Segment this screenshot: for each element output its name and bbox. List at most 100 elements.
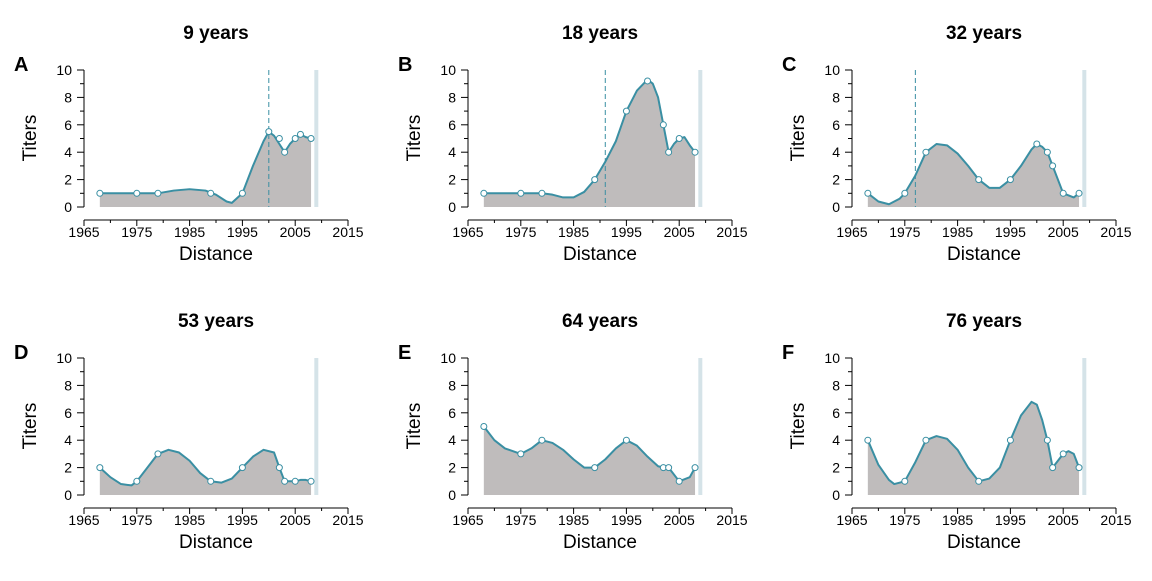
y-tick-label: 8 [832,89,840,105]
data-point [901,189,909,197]
y-axis-label: Titers [788,115,809,162]
data-point [864,436,872,444]
data-point [591,464,599,472]
x-tick-label: 2015 [332,512,363,528]
x-tick-label: 2005 [664,224,695,240]
x-tick-label: 2015 [1100,512,1131,528]
curve-line [866,400,1080,486]
data-point [922,148,930,156]
data-point [480,423,488,430]
x-tick-label: 2005 [280,224,311,240]
data-point [975,477,983,485]
data-point [1033,140,1041,148]
data-point [691,464,699,472]
x-tick-label: 1995 [995,512,1026,528]
x-axis-label: Distance [947,532,1021,553]
data-point [296,130,304,138]
curve-line [483,78,696,199]
y-tick-label: 8 [64,89,72,105]
x-tick-label: 2015 [716,224,747,240]
data-point [665,148,673,156]
y-tick-label: 4 [448,432,456,448]
x-axis-label: Distance [563,244,637,265]
data-point [659,121,667,129]
y-tick-label: 8 [832,377,840,393]
x-tick-label: 1985 [174,512,205,528]
x-tick-label: 1985 [558,224,589,240]
y-tick-label: 8 [64,377,72,393]
y-tick-label: 6 [832,405,840,421]
y-tick-label: 2 [832,172,840,188]
data-point [864,189,872,197]
x-tick-label: 2015 [332,224,363,240]
panel-title: 53 years [178,311,254,332]
y-tick-label: 4 [832,432,840,448]
panel-f: 0 2 4 6 8 10 1965 1975 1985 1995 2005 2015 76 years F… [782,311,1132,553]
x-tick-label: 1995 [227,224,258,240]
data-point [238,189,246,197]
x-tick-label: 1985 [174,224,205,240]
x-tick-label: 2005 [1048,512,1079,528]
y-tick-label: 0 [832,199,840,215]
panel-letter: F [782,342,794,364]
panel-letter: C [782,54,796,76]
panel-letter: D [14,342,28,364]
x-axis-label: Distance [179,244,253,265]
data-point [154,189,162,197]
y-tick-label: 8 [448,89,456,105]
panel-e: 0 2 4 6 8 10 1965 1975 1985 1995 2005 2015 64 years E… [398,311,748,553]
y-tick-label: 0 [448,199,456,215]
data-point [691,148,699,156]
panel-title: 18 years [562,23,638,44]
panel-title: 64 years [562,311,638,332]
x-axis-label: Distance [947,244,1021,265]
area-fill [867,143,1080,207]
x-tick-label: 1995 [611,224,642,240]
area-fill [483,79,696,207]
x-tick-label: 1965 [452,224,483,240]
x-tick-label: 1975 [505,224,536,240]
y-tick-label: 2 [448,460,456,476]
area-fill [867,401,1080,495]
y-tick-label: 2 [832,460,840,476]
x-tick-label: 1975 [505,512,536,528]
x-tick-label: 1965 [836,224,867,240]
y-axis-label: Titers [20,403,41,450]
x-tick-label: 1975 [889,512,920,528]
y-tick-label: 2 [64,172,72,188]
x-tick-label: 2005 [1048,224,1079,240]
y-tick-label: 6 [832,117,840,133]
y-tick-label: 6 [64,117,72,133]
data-point [517,450,525,458]
x-tick-label: 2005 [664,512,695,528]
data-point [1043,148,1051,156]
data-point [480,189,488,197]
area-fill [99,449,312,495]
y-axis-label: Titers [788,403,809,450]
y-axis-label: Titers [20,115,41,162]
data-point [133,477,141,485]
data-point [307,477,315,485]
data-point [538,436,546,444]
y-tick-label: 0 [64,487,72,503]
panel-d: 0 2 4 6 8 10 1965 1975 1985 1995 2005 2015 53 years D… [14,311,364,553]
x-tick-label: 1965 [836,512,867,528]
data-point [922,436,930,444]
data-point [291,135,299,142]
data-point [275,464,283,472]
y-tick-label: 10 [56,350,72,366]
x-tick-label: 1985 [942,512,973,528]
panel-title: 32 years [946,23,1022,44]
y-tick-label: 0 [832,487,840,503]
y-tick-label: 4 [64,144,72,160]
data-point [1049,464,1057,472]
data-point [622,436,630,444]
y-tick-label: 10 [824,62,840,78]
data-point [1049,162,1057,170]
panel-title: 76 years [946,311,1022,332]
data-point [265,128,273,136]
panel-letter: E [398,342,411,364]
x-tick-label: 2005 [280,512,311,528]
panel-letter: A [14,54,28,76]
x-tick-label: 1985 [558,512,589,528]
